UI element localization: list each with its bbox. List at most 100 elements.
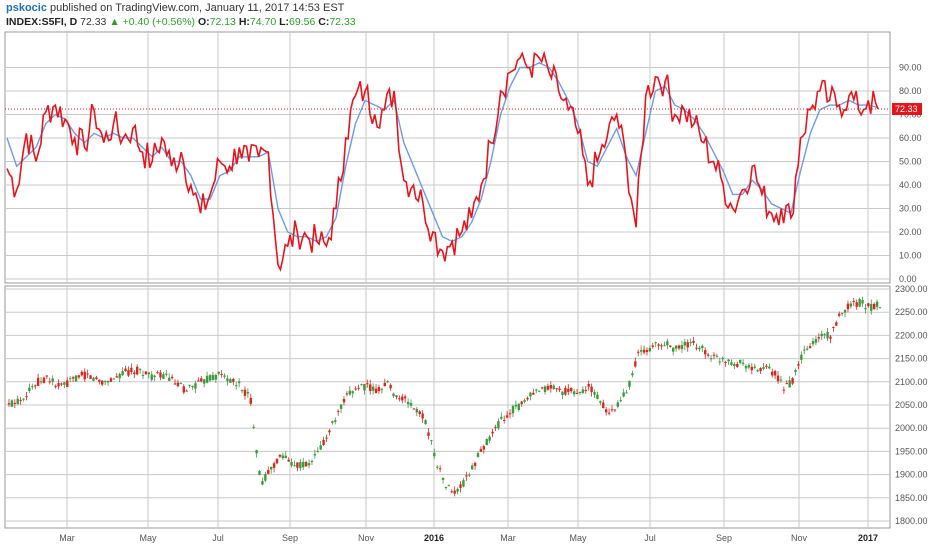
symbol-label[interactable]: INDEX:S5FI, D [6,16,78,28]
candle-body [765,365,768,367]
candle-body [823,334,826,336]
candle-body [182,386,185,393]
candle-body [654,342,657,344]
candle-body [246,391,250,394]
candle-body [829,336,832,339]
y-tick-label: 80.00 [899,86,922,96]
candle-body [875,301,879,307]
candle-body [727,359,730,362]
close-label: C: [318,16,330,28]
y-tick-label: 2100.00 [895,377,928,387]
candle-body [403,396,407,399]
y-tick-label: 1900.00 [895,470,928,480]
candle-body [141,375,145,377]
candle-body [625,392,628,394]
candle-body [10,400,14,407]
candle-body [508,413,512,415]
candle-body [447,485,451,487]
candle-body [109,378,113,382]
candle-body [360,384,363,386]
candle-body [695,347,698,349]
candle-body [176,382,180,387]
candle-body [593,391,596,395]
x-tick-label: Nov [791,533,808,543]
candle-body [406,401,410,405]
candle-body [112,378,116,380]
candle-body [185,390,188,392]
candle-body [456,488,459,492]
author-link[interactable]: pskocic [6,2,47,14]
candle-body [549,385,553,389]
candle-body [555,388,558,390]
candle-body [870,304,873,311]
x-tick-label: Sep [282,533,298,543]
candle-body [808,346,812,349]
candle-body [482,446,486,450]
candle-body [424,420,427,425]
candle-body [832,327,835,329]
candle-body [398,398,401,400]
candle-body [602,402,605,409]
candle-body [820,333,823,337]
candle-body [532,392,535,395]
close-value: 72.33 [329,16,356,28]
candle-body [19,399,22,401]
candle-body [826,331,829,339]
candle-body [223,375,226,377]
candle-body [622,392,625,397]
candle-body [351,391,354,394]
candle-body [570,387,573,392]
candle-body [724,361,727,363]
candle-body [345,393,349,395]
candle-body [867,303,870,307]
y-tick-label: 2000.00 [895,423,928,433]
candle-body [202,379,206,384]
candle-body [188,384,191,386]
candle-body [864,308,867,310]
candle-body [217,371,220,374]
candle-body [290,462,293,466]
candle-body [628,380,631,387]
candle-body [503,419,506,421]
candle-body [634,361,637,367]
candle-body [497,421,500,429]
candle-body [855,302,858,307]
candle-body [803,349,806,351]
candle-body [115,376,118,378]
candle-body [529,392,532,397]
y-tick-label: 20.00 [899,227,922,237]
candle-body [500,416,503,419]
candle-body [57,382,60,387]
x-tick-label: Jul [644,533,656,543]
y-tick-label: 2200.00 [895,330,928,340]
y-tick-label: 1800.00 [895,516,928,526]
candle-body [179,383,183,385]
candle-body [543,386,547,393]
candle-body [578,392,582,394]
candle-body [36,377,40,386]
candle-body [366,383,369,385]
candle-body [316,451,319,453]
candle-body [782,389,786,391]
candle-body [101,380,104,385]
open-label: O: [197,16,210,28]
candle-body [843,309,847,313]
x-tick-label: Mar [500,533,516,543]
candle-body [581,389,585,393]
candle-body [709,358,713,360]
y-tick-label: 2150.00 [895,354,928,364]
candle-body [596,394,599,400]
candle-body [514,404,518,407]
candle-body [339,404,343,409]
candle-body [374,388,378,393]
candle-body [814,339,818,343]
candle-body [395,395,398,397]
candle-body [444,487,448,489]
candle-body [852,300,855,302]
candle-body [328,430,331,433]
candle-body [459,484,462,488]
candle-body [415,408,419,413]
candle-body [546,385,550,390]
candle-body [363,383,366,391]
